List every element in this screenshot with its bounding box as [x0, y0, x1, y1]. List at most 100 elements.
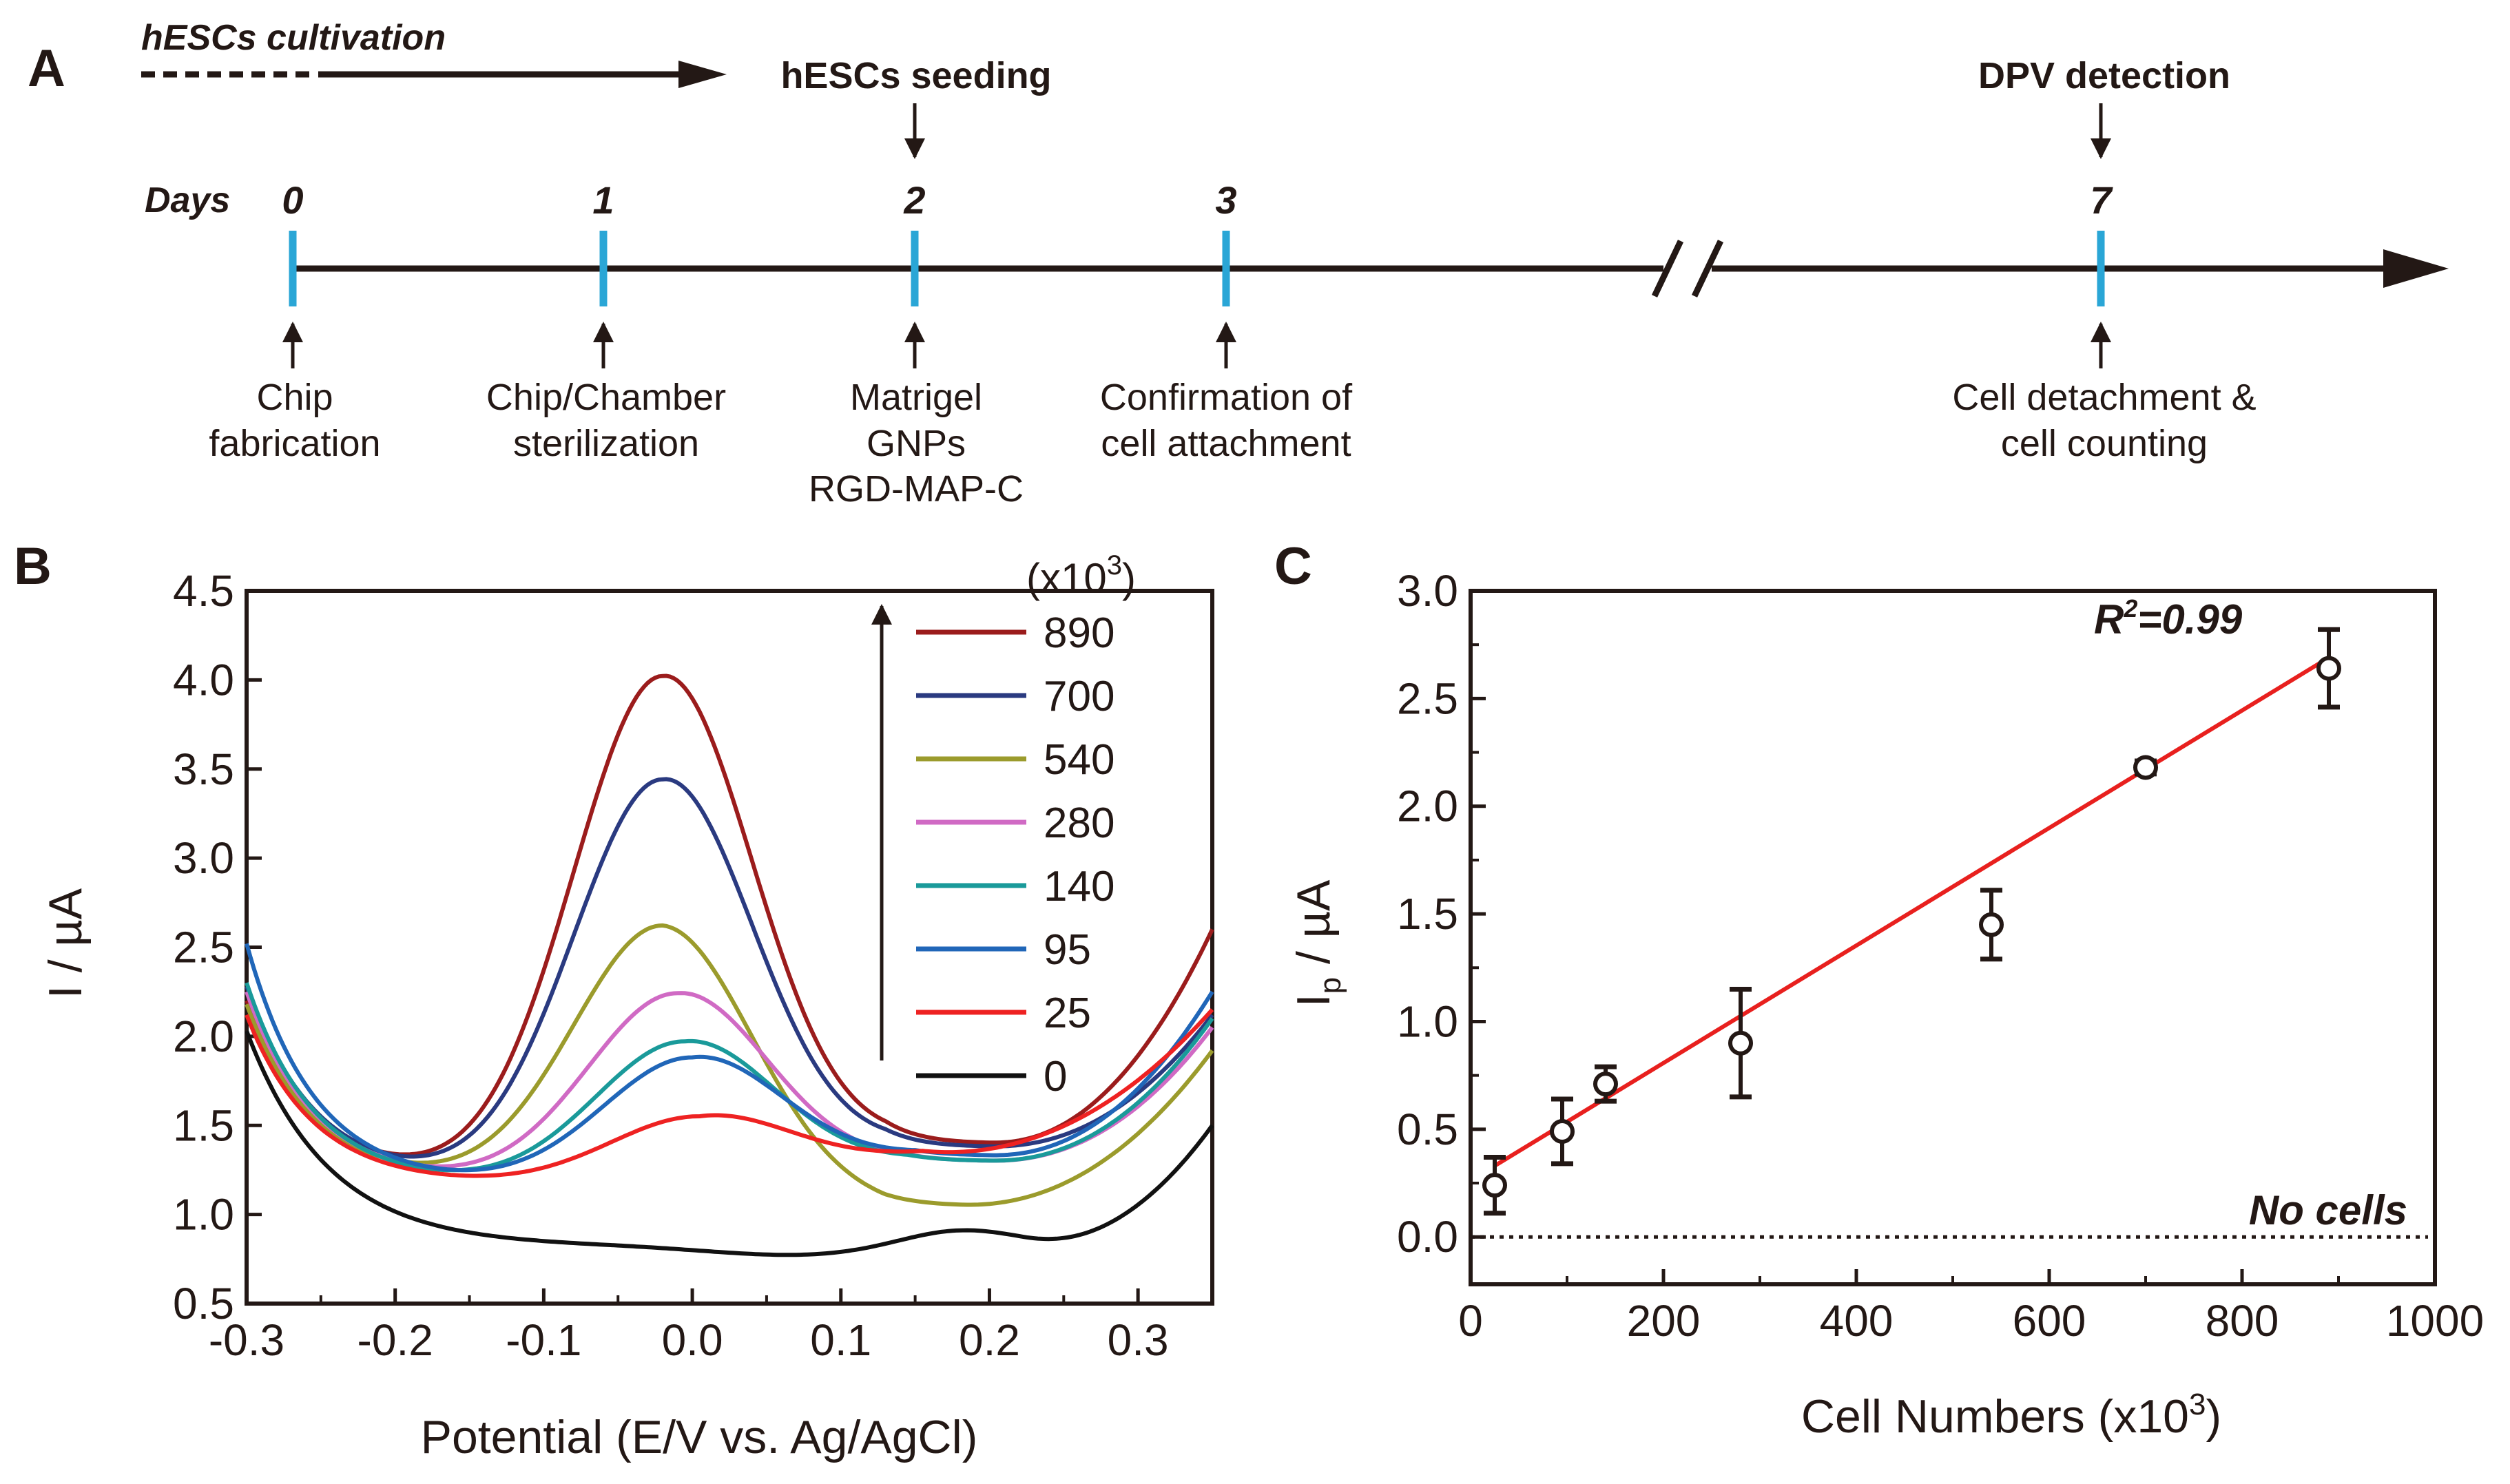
panel-b-y-axis-label: I / µA [39, 888, 92, 999]
panel-b-axes: -0.3 -0.2 -0.1 0.0 0.1 0.2 0.3 0.5 1.0 1.5 2.0 2.5 3… [173, 566, 1214, 1365]
timeline-break-gap [1663, 238, 1712, 300]
legend-title-main: (x10 [1026, 555, 1107, 601]
b-y-tick-label: 1.0 [173, 1190, 234, 1240]
panel-a-letter: A [28, 39, 65, 98]
b-y-tick-label: 4.5 [173, 566, 234, 616]
b-x-tick-label: -0.3 [209, 1315, 284, 1365]
b-y-tick-label: 1.5 [173, 1100, 234, 1150]
panel-c-x-axis-label: Cell Numbers (x103) [1801, 1388, 2221, 1443]
b-y-tick-label: 2.0 [173, 1012, 234, 1061]
r-squared-value: =0.99 [2137, 596, 2242, 642]
timeline-day-0: 0 Chip fabrication [209, 178, 380, 464]
legend-title: (x103) [1026, 550, 1136, 601]
b-x-tick-label: 0.0 [662, 1315, 723, 1365]
day-3-label-line-1: Confirmation of [1100, 377, 1353, 418]
b-y-tick-label: 3.0 [173, 833, 234, 883]
c-y-tick-label: 0.0 [1397, 1212, 1458, 1262]
timeline-day-1: 1 Chip/Chamber sterilization [486, 178, 726, 464]
r-squared-prefix: R [2094, 596, 2124, 642]
b-x-tick-label: -0.2 [357, 1315, 433, 1365]
legend-label-25: 25 [1044, 990, 1091, 1037]
day-0-number: 0 [282, 178, 303, 222]
r-squared-label: R2=0.99 [2094, 594, 2243, 642]
dpv-label: DPV detection [1978, 55, 2230, 96]
days-label: Days [145, 180, 230, 220]
timeline-day-3: 3 Confirmation of cell attachment [1100, 178, 1353, 464]
panel-c-frame [1469, 589, 2437, 1286]
b-y-tick-label: 2.5 [173, 923, 234, 972]
data-point [1593, 1072, 1618, 1097]
b-x-tick-label: 0.3 [1108, 1315, 1169, 1365]
panel-c-plot: No cells R2=0.99 [1471, 594, 2428, 1239]
b-y-tick-label: 0.5 [173, 1279, 234, 1328]
day-0-label-line-2: fabrication [209, 423, 380, 464]
data-point [2133, 755, 2158, 780]
panel-b-dpv-chart: B -0.3 -0.2 -0.1 0.0 0.1 0.2 0.3 0.5 1.0 1.5 2.0 2.… [14, 537, 1214, 1463]
legend-title-end: ) [1122, 555, 1136, 601]
no-cells-label: No cells [2249, 1187, 2407, 1233]
legend-label-890: 890 [1044, 609, 1114, 657]
panel-b-letter: B [14, 537, 52, 596]
r-squared-sup: 2 [2123, 594, 2137, 623]
b-curve-0 [245, 1030, 1214, 1257]
c-x-tick-label: 0 [1458, 1296, 1483, 1346]
b-y-tick-label: 4.0 [173, 655, 234, 704]
linear-fit-line [1493, 656, 2330, 1168]
day-3-number: 3 [1215, 178, 1236, 222]
legend-label-540: 540 [1044, 736, 1114, 784]
b-y-tick-label: 3.5 [173, 744, 234, 794]
c-x-tick-label: 600 [2013, 1296, 2086, 1346]
data-point [2316, 656, 2341, 681]
timeline-day-7: 7 DPV detection Cell detachment & cell c… [1952, 55, 2256, 464]
timeline-break-mark-right [1691, 240, 1724, 297]
c-x-tick-label: 1000 [2386, 1296, 2484, 1346]
day-1-number: 1 [592, 178, 614, 222]
cultivation-label: hESCs cultivation [141, 18, 446, 58]
legend-label-0: 0 [1044, 1053, 1067, 1100]
b-curve-25 [245, 1008, 1214, 1178]
timeline-day-2: 2 hESCs seeding Matrigel GNPs RGD-MAP-C [780, 55, 1051, 510]
b-curve-700 [245, 777, 1214, 1159]
panel-b-curves [245, 673, 1214, 1257]
panel-b-x-axis-label: Potential (E/V vs. Ag/AgCl) [421, 1411, 978, 1463]
panel-c-axes: 0 200 400 600 800 1000 0.0 0.5 1.0 1.5 2.0 2.5 3.0 [1397, 566, 2484, 1346]
day-2-label-line-3: RGD-MAP-C [809, 468, 1024, 510]
day-2-label-line-2: GNPs [867, 423, 966, 464]
day-7-number: 7 [2090, 178, 2113, 222]
b-curve-140 [245, 982, 1214, 1173]
day-7-label-line-2: cell counting [2001, 423, 2208, 464]
day-7-label-line-1: Cell detachment & [1952, 377, 2256, 418]
day-3-label-line-2: cell attachment [1101, 423, 1351, 464]
b-x-tick-label: -0.1 [506, 1315, 581, 1365]
c-y-tick-label: 0.5 [1397, 1105, 1458, 1154]
day-0-label-line-1: Chip [256, 377, 333, 418]
legend-label-95: 95 [1044, 926, 1091, 974]
timeline-break-mark-left [1651, 240, 1684, 297]
data-point [1979, 912, 2004, 937]
panel-c-y-axis-label: Ip / µA [1287, 879, 1347, 1007]
panel-a-timeline: A hESCs cultivation Days 0 Chip fabricat… [28, 18, 2449, 510]
data-point [1728, 1030, 1753, 1056]
legend-label-700: 700 [1044, 673, 1114, 720]
b-x-tick-label: 0.2 [959, 1315, 1020, 1365]
cultivation-arrowhead-icon [678, 61, 727, 88]
c-y-tick-label: 1.0 [1397, 996, 1458, 1046]
panel-c-letter: C [1274, 537, 1312, 596]
day-2-number: 2 [903, 178, 925, 222]
legend-label-140: 140 [1044, 863, 1114, 910]
c-y-tick-label: 1.5 [1397, 889, 1458, 939]
c-x-tick-label: 800 [2206, 1296, 2279, 1346]
c-x-tick-label: 200 [1627, 1296, 1701, 1346]
c-y-tick-label: 2.0 [1397, 782, 1458, 831]
b-x-tick-label: 0.1 [810, 1315, 871, 1365]
c-y-tick-label: 2.5 [1397, 673, 1458, 723]
day-1-label-line-2: sterilization [513, 423, 699, 464]
c-x-tick-label: 400 [1820, 1296, 1894, 1346]
day-2-label-line-1: Matrigel [850, 377, 982, 418]
data-point [1550, 1118, 1575, 1144]
timeline-arrowhead-icon [2383, 249, 2449, 288]
legend-title-sup: 3 [1107, 550, 1122, 581]
seeding-label: hESCs seeding [780, 55, 1051, 96]
